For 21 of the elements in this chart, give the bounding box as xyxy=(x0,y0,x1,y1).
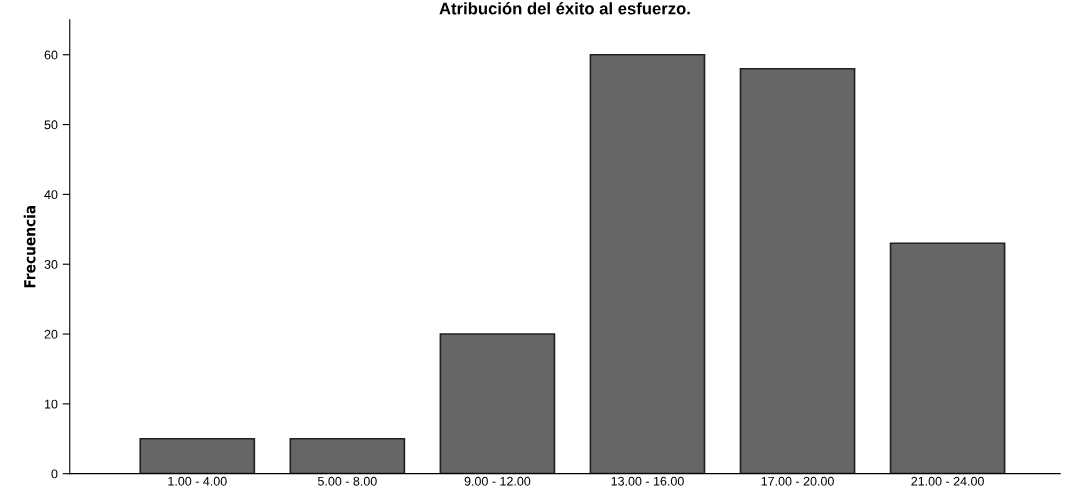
bar xyxy=(739,67,856,474)
y-tick-label: 60 xyxy=(44,50,58,60)
x-tick-label: 1.00 - 4.00 xyxy=(168,476,227,486)
bar xyxy=(889,242,1006,474)
x-tick-label: 21.00 - 24.00 xyxy=(911,476,984,486)
y-tick-label: 20 xyxy=(44,329,58,339)
x-tick-label: 13.00 - 16.00 xyxy=(611,476,684,486)
bar xyxy=(289,437,406,474)
bar xyxy=(139,437,256,474)
x-tick-label: 5.00 - 8.00 xyxy=(317,476,377,486)
y-tick-label: 40 xyxy=(44,190,58,200)
y-axis-title: Frecuencia xyxy=(23,205,36,288)
y-tick-label: 50 xyxy=(44,120,58,130)
y-tick-label: 10 xyxy=(44,399,58,409)
y-tick-label: 0 xyxy=(51,469,58,479)
bar xyxy=(439,333,556,474)
chart-title: Atribución del éxito al esfuerzo. xyxy=(439,2,690,15)
x-tick-label: 17.00 - 20.00 xyxy=(761,476,834,486)
bar xyxy=(589,53,706,474)
y-tick-label: 30 xyxy=(44,260,58,269)
x-tick-label: 9.00 - 12.00 xyxy=(464,476,531,486)
